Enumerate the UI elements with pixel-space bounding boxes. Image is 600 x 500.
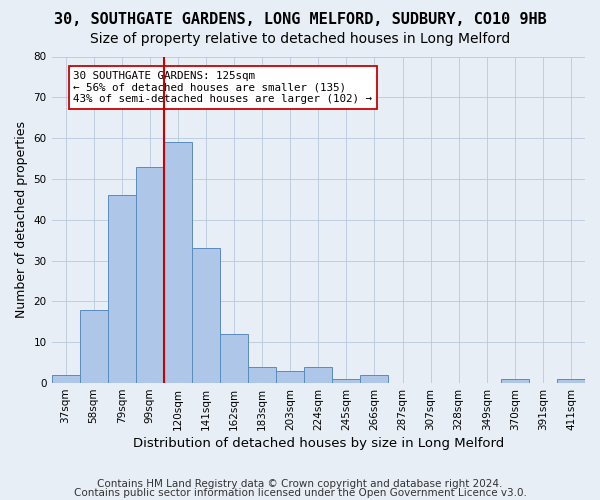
Bar	[192, 248, 220, 383]
Bar	[361, 375, 388, 383]
Text: Contains HM Land Registry data © Crown copyright and database right 2024.: Contains HM Land Registry data © Crown c…	[97, 479, 503, 489]
Bar	[80, 310, 107, 383]
Text: Size of property relative to detached houses in Long Melford: Size of property relative to detached ho…	[90, 32, 510, 46]
Y-axis label: Number of detached properties: Number of detached properties	[15, 122, 28, 318]
Bar	[276, 371, 304, 383]
Bar	[52, 375, 80, 383]
Bar	[304, 366, 332, 383]
Bar	[164, 142, 192, 383]
Bar	[332, 379, 361, 383]
X-axis label: Distribution of detached houses by size in Long Melford: Distribution of detached houses by size …	[133, 437, 504, 450]
Text: 30 SOUTHGATE GARDENS: 125sqm
← 56% of detached houses are smaller (135)
43% of s: 30 SOUTHGATE GARDENS: 125sqm ← 56% of de…	[73, 71, 373, 104]
Bar	[220, 334, 248, 383]
Text: 30, SOUTHGATE GARDENS, LONG MELFORD, SUDBURY, CO10 9HB: 30, SOUTHGATE GARDENS, LONG MELFORD, SUD…	[53, 12, 547, 28]
Bar	[107, 196, 136, 383]
Bar	[501, 379, 529, 383]
Text: Contains public sector information licensed under the Open Government Licence v3: Contains public sector information licen…	[74, 488, 526, 498]
Bar	[136, 166, 164, 383]
Bar	[557, 379, 585, 383]
Bar	[248, 366, 276, 383]
